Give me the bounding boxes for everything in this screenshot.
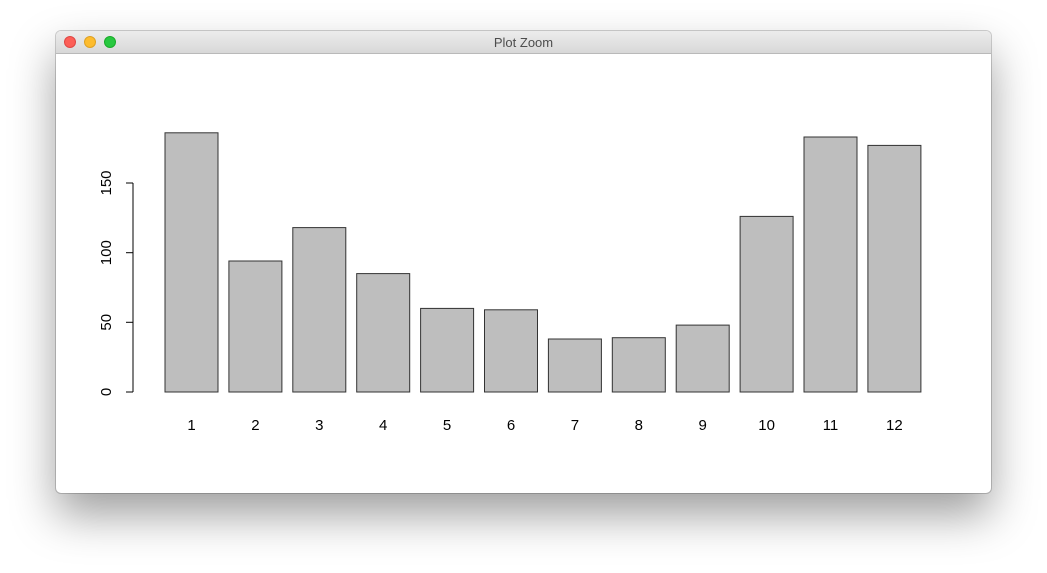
y-tick-label: 150: [98, 170, 115, 195]
x-tick-label: 4: [379, 417, 387, 434]
x-tick-label: 3: [315, 417, 323, 434]
bar-11: [803, 136, 858, 393]
bar-8: [611, 337, 666, 393]
minimize-button[interactable]: [84, 36, 96, 48]
y-tick-label: 100: [98, 240, 115, 265]
y-tick-label: 0: [98, 388, 115, 396]
x-tick-label: 5: [443, 417, 451, 434]
bar-7: [547, 338, 602, 393]
close-button[interactable]: [64, 36, 76, 48]
title-bar[interactable]: Plot Zoom: [56, 31, 991, 54]
x-tick-label: 8: [635, 417, 643, 434]
bar-5: [420, 307, 475, 393]
zoom-button[interactable]: [104, 36, 116, 48]
plot-zoom-window: Plot Zoom 1 2 3 4 5 6 7 8 9 10 11 12 0 50 100 150: [56, 31, 991, 493]
bar-10: [739, 215, 794, 393]
x-tick-label: 12: [886, 417, 903, 434]
x-tick-label: 11: [823, 417, 839, 434]
window-title: Plot Zoom: [493, 35, 554, 50]
bar-3: [292, 227, 347, 393]
x-tick-label: 7: [571, 417, 579, 434]
bar-6: [484, 309, 538, 393]
bar-9: [675, 324, 730, 393]
bar-1: [164, 132, 219, 393]
plot-area: 1 2 3 4 5 6 7 8 9 10 11 12 0 50 100 150: [56, 54, 991, 493]
x-tick-label: 2: [251, 417, 259, 434]
bar-4: [356, 273, 411, 393]
x-tick-label: 6: [507, 417, 515, 434]
bar-12: [867, 144, 922, 393]
y-tick-label: 50: [98, 314, 115, 331]
x-tick-label: 10: [758, 417, 775, 434]
x-tick-label: 9: [699, 417, 707, 434]
x-tick-label: 1: [187, 417, 195, 434]
bar-2: [228, 260, 283, 393]
